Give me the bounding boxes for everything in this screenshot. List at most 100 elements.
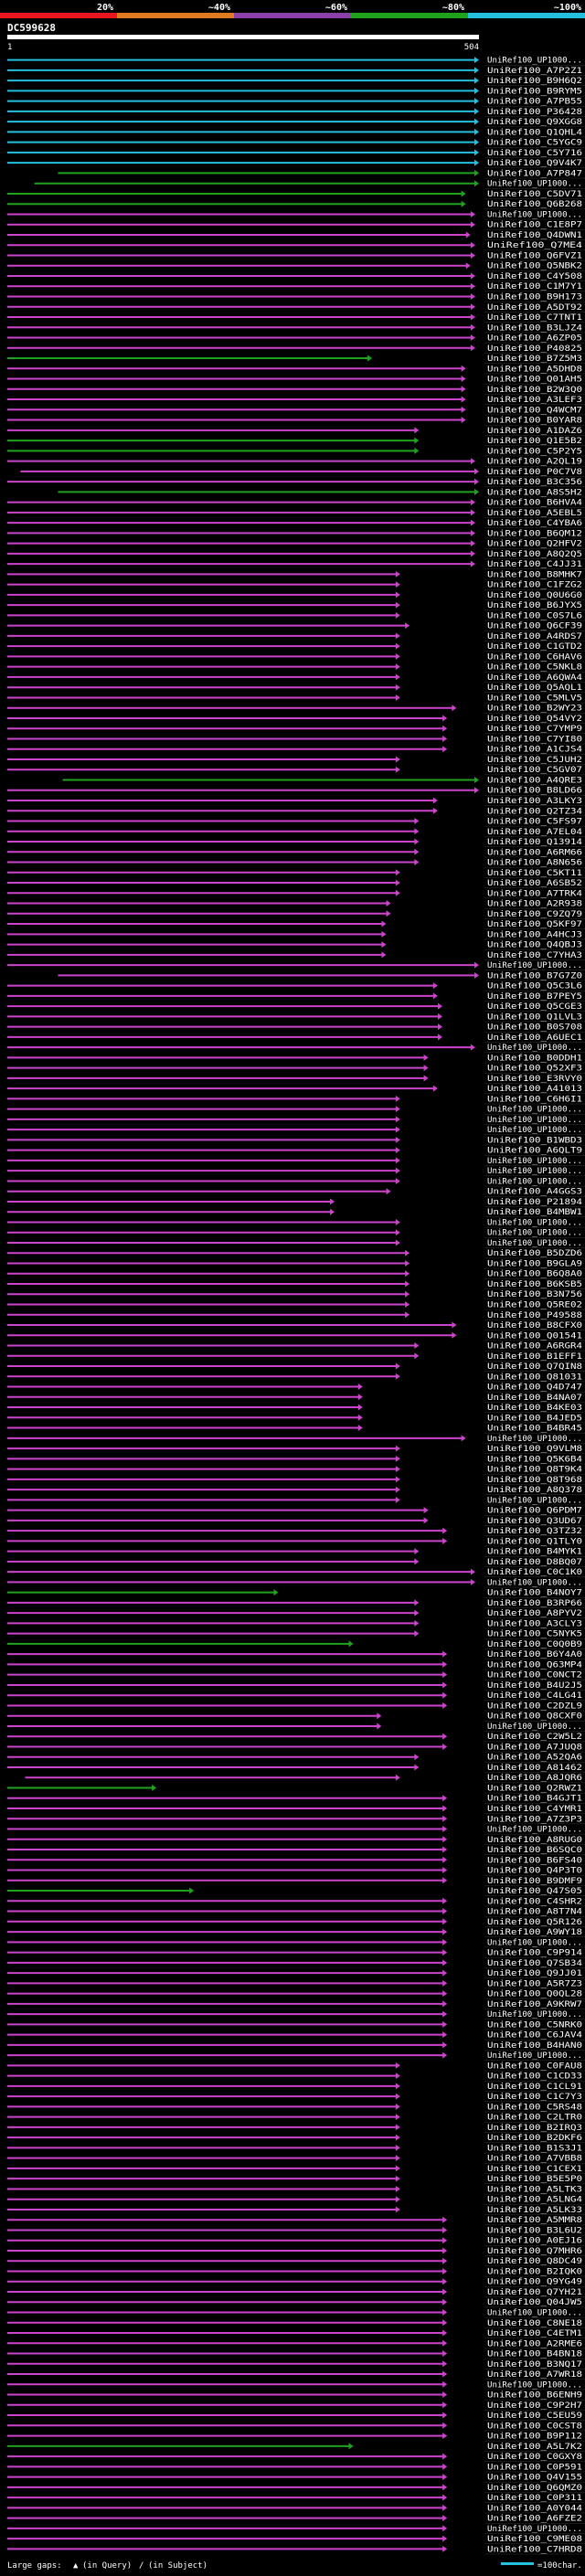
hit-name-link[interactable]: UniRef100_A7EL04 <box>487 828 582 837</box>
hit-name-link[interactable]: UniRef100_UP1000... <box>487 2380 582 2390</box>
hit-name-link[interactable]: UniRef100_C5Y716 <box>487 149 582 158</box>
hit-name-link[interactable]: UniRef100_Q0U6G0 <box>487 591 582 600</box>
hit-name-link[interactable]: UniRef100_A0Y044 <box>487 2504 582 2513</box>
hit-name-link[interactable]: UniRef100_Q5K6B4 <box>487 1455 582 1464</box>
hit-name-link[interactable]: UniRef100_A8Q2Q5 <box>487 550 582 559</box>
hit-name-link[interactable]: UniRef100_A6RGR4 <box>487 1342 582 1352</box>
hit-name-link[interactable]: UniRef100_Q01AH5 <box>487 376 582 385</box>
hit-name-link[interactable]: UniRef100_P0C7V8 <box>487 468 582 477</box>
hit-name-link[interactable]: UniRef100_UP1000... <box>487 1578 582 1587</box>
hit-name-link[interactable]: UniRef100_Q3TZ32 <box>487 1527 582 1536</box>
hit-name-link[interactable]: UniRef100_Q81031 <box>487 1373 582 1382</box>
hit-name-link[interactable]: UniRef100_B3C356 <box>487 478 582 487</box>
hit-name-link[interactable]: UniRef100_A5LNG4 <box>487 2196 582 2205</box>
hit-name-link[interactable]: UniRef100_C5JUH2 <box>487 756 582 765</box>
hit-name-link[interactable]: UniRef100_Q5KF97 <box>487 920 582 929</box>
hit-name-link[interactable]: UniRef100_C5FS97 <box>487 818 582 827</box>
hit-name-link[interactable]: UniRef100_C7HRD8 <box>487 2545 582 2554</box>
hit-name-link[interactable]: UniRef100_UP1000... <box>487 1938 582 1947</box>
hit-name-link[interactable]: UniRef100_Q7SB34 <box>487 1959 582 1968</box>
hit-name-link[interactable]: UniRef100_UP1000... <box>487 1167 582 1176</box>
hit-name-link[interactable]: UniRef100_C9P914 <box>487 1949 582 1958</box>
hit-name-link[interactable]: UniRef100_B7G7Z0 <box>487 971 582 981</box>
hit-name-link[interactable]: UniRef100_C1M7Y1 <box>487 282 582 292</box>
hit-name-link[interactable]: UniRef100_A2QL19 <box>487 458 582 467</box>
hit-name-link[interactable]: UniRef100_Q4V155 <box>487 2474 582 2483</box>
hit-name-link[interactable]: UniRef100_C5P2Y5 <box>487 447 582 456</box>
hit-name-link[interactable]: UniRef100_Q7YH21 <box>487 2288 582 2297</box>
hit-name-link[interactable]: UniRef100_Q1QHL4 <box>487 128 582 137</box>
hit-name-link[interactable]: UniRef100_A8Q378 <box>487 1486 582 1495</box>
hit-name-link[interactable]: UniRef100_B0YAR8 <box>487 417 582 426</box>
hit-name-link[interactable]: UniRef100_B2IQK0 <box>487 2267 582 2276</box>
hit-name-link[interactable]: UniRef100_Q0QL28 <box>487 1990 582 1999</box>
hit-name-link[interactable]: UniRef100_A7VBB8 <box>487 2155 582 2164</box>
hit-name-link[interactable]: UniRef100_UP1000... <box>487 57 582 66</box>
hit-name-link[interactable]: UniRef100_A4RDS7 <box>487 632 582 641</box>
hit-name-link[interactable]: UniRef100_Q5CGE3 <box>487 1002 582 1012</box>
hit-name-link[interactable]: UniRef100_B3N756 <box>487 1290 582 1299</box>
hit-name-link[interactable]: UniRef100_C0C1K0 <box>487 1568 582 1577</box>
hit-name-link[interactable]: UniRef100_Q7ME4 <box>487 241 582 250</box>
hit-name-link[interactable]: UniRef100_A5DHD8 <box>487 365 582 374</box>
hit-name-link[interactable]: UniRef100_C4SHR2 <box>487 1897 582 1906</box>
hit-name-link[interactable]: UniRef100_Q8CXF0 <box>487 1712 582 1722</box>
hit-name-link[interactable]: UniRef100_UP1000... <box>487 1157 582 1166</box>
hit-name-link[interactable]: UniRef100_C6H6I1 <box>487 1095 582 1104</box>
hit-name-link[interactable]: UniRef100_UP1000... <box>487 210 582 219</box>
hit-name-link[interactable]: UniRef100_C9P2H7 <box>487 2401 582 2411</box>
hit-name-link[interactable]: UniRef100_A1CJS4 <box>487 746 582 755</box>
hit-name-link[interactable]: UniRef100_Q8T968 <box>487 1476 582 1485</box>
hit-name-link[interactable]: UniRef100_Q4DWN1 <box>487 231 582 240</box>
hit-name-link[interactable]: UniRef100_A8RUG0 <box>487 1836 582 1845</box>
hit-name-link[interactable]: UniRef100_B3NQ17 <box>487 2360 582 2369</box>
hit-name-link[interactable]: UniRef100_B7Z5M3 <box>487 355 582 364</box>
hit-name-link[interactable]: UniRef100_A6ZP05 <box>487 334 582 344</box>
hit-name-link[interactable]: UniRef100_Q6FVZ1 <box>487 251 582 260</box>
hit-name-link[interactable]: UniRef100_B6Q8A0 <box>487 1270 582 1279</box>
hit-name-link[interactable]: UniRef100_Q04JW5 <box>487 2298 582 2307</box>
hit-name-link[interactable]: UniRef100_Q9V4K7 <box>487 159 582 168</box>
hit-name-link[interactable]: UniRef100_C9ME08 <box>487 2535 582 2544</box>
hit-name-link[interactable]: UniRef100_B7PEY5 <box>487 992 582 1002</box>
hit-name-link[interactable]: UniRef100_B4KE03 <box>487 1404 582 1413</box>
hit-name-link[interactable]: UniRef100_UP1000... <box>487 1435 582 1444</box>
hit-name-link[interactable]: UniRef100_C1CL91 <box>487 2083 582 2092</box>
hit-name-link[interactable]: UniRef100_Q5C3L6 <box>487 982 582 991</box>
hit-name-link[interactable]: UniRef100_Q4WCM7 <box>487 406 582 415</box>
hit-name-link[interactable]: UniRef100_A3LKY3 <box>487 797 582 806</box>
hit-name-link[interactable]: UniRef100_C9ZQ79 <box>487 910 582 919</box>
hit-name-link[interactable]: UniRef100_B2WY23 <box>487 705 582 714</box>
hit-name-link[interactable]: UniRef100_C5NRK0 <box>487 2020 582 2030</box>
hit-name-link[interactable]: UniRef100_Q2HFV2 <box>487 540 582 549</box>
hit-name-link[interactable]: UniRef100_C5YGC9 <box>487 139 582 148</box>
hit-name-link[interactable]: UniRef100_C5NKL8 <box>487 663 582 673</box>
hit-name-link[interactable]: UniRef100_UP1000... <box>487 1229 582 1238</box>
hit-name-link[interactable]: UniRef100_B4GJT1 <box>487 1795 582 1804</box>
hit-name-link[interactable]: UniRef100_P36428 <box>487 108 582 117</box>
hit-name-link[interactable]: UniRef100_UP1000... <box>487 2525 582 2534</box>
hit-name-link[interactable]: UniRef100_C0NCT2 <box>487 1671 582 1680</box>
hit-name-link[interactable]: UniRef100_A3CLY3 <box>487 1619 582 1628</box>
hit-name-link[interactable]: UniRef100_A41013 <box>487 1085 582 1094</box>
hit-name-link[interactable]: UniRef100_B9H173 <box>487 292 582 302</box>
hit-name-link[interactable]: UniRef100_B4NOY7 <box>487 1589 582 1598</box>
hit-name-link[interactable]: UniRef100_C7YMP9 <box>487 725 582 734</box>
hit-name-link[interactable]: UniRef100_B4U2J5 <box>487 1681 582 1691</box>
hit-name-link[interactable]: UniRef100_B4MYK1 <box>487 1548 582 1557</box>
hit-name-link[interactable]: UniRef100_A9KRW7 <box>487 2000 582 2009</box>
hit-name-link[interactable]: UniRef100_B6KSB5 <box>487 1280 582 1289</box>
hit-name-link[interactable]: UniRef100_Q9YG49 <box>487 2278 582 2287</box>
hit-name-link[interactable]: UniRef100_A5DT92 <box>487 303 582 313</box>
hit-name-link[interactable]: UniRef100_B6SQC0 <box>487 1846 582 1855</box>
hit-name-link[interactable]: UniRef100_C5NYK5 <box>487 1630 582 1639</box>
hit-name-link[interactable]: UniRef100_Q4QBJ3 <box>487 941 582 950</box>
hit-name-link[interactable]: UniRef100_C6HAV6 <box>487 652 582 662</box>
hit-name-link[interactable]: UniRef100_C1CEX1 <box>487 2165 582 2174</box>
hit-name-link[interactable]: UniRef100_A52QA6 <box>487 1754 582 1763</box>
hit-name-link[interactable]: UniRef100_B3RP66 <box>487 1599 582 1608</box>
hit-name-link[interactable]: UniRef100_Q13914 <box>487 838 582 847</box>
hit-name-link[interactable]: UniRef100_UP1000... <box>487 1723 582 1732</box>
hit-name-link[interactable]: UniRef100_B4JED5 <box>487 1414 582 1423</box>
hit-name-link[interactable]: UniRef100_C5DV71 <box>487 190 582 199</box>
